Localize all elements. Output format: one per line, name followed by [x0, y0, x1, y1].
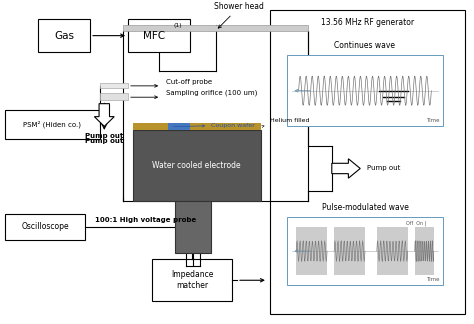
FancyArrow shape — [332, 159, 360, 178]
Bar — [133, 130, 261, 201]
Bar — [334, 227, 365, 275]
Bar — [5, 110, 100, 139]
Text: 13.56 MHz RF generator: 13.56 MHz RF generator — [321, 18, 414, 27]
Bar — [175, 201, 211, 253]
Text: Sampling orifice (100 um): Sampling orifice (100 um) — [166, 89, 257, 96]
Bar — [133, 123, 261, 130]
Text: Gas: Gas — [54, 31, 74, 40]
Text: Time: Time — [426, 277, 439, 282]
Bar — [100, 83, 128, 88]
Bar — [377, 227, 408, 275]
Text: Helium filled: Helium filled — [262, 118, 310, 128]
Text: Off  On |: Off On | — [406, 220, 427, 226]
Bar — [415, 227, 434, 275]
Bar — [123, 25, 308, 31]
Bar — [296, 227, 327, 275]
Text: Pulse-modulated wave: Pulse-modulated wave — [321, 203, 409, 212]
FancyArrow shape — [94, 104, 114, 126]
Text: (1): (1) — [173, 23, 182, 28]
Bar — [287, 217, 443, 285]
Text: Coupon wafer: Coupon wafer — [173, 123, 255, 128]
Bar — [270, 10, 465, 314]
Bar — [100, 93, 128, 100]
Text: Pump out: Pump out — [367, 166, 401, 171]
Bar — [128, 19, 190, 52]
Text: Pump out: Pump out — [85, 138, 123, 144]
Bar — [38, 19, 90, 52]
Bar — [5, 214, 85, 240]
Text: Shower head: Shower head — [214, 2, 264, 28]
Text: MFC: MFC — [143, 31, 165, 40]
Text: Cut-off probe: Cut-off probe — [166, 78, 212, 85]
Bar — [287, 55, 443, 126]
Bar — [152, 259, 232, 301]
Text: Continues wave: Continues wave — [335, 41, 395, 50]
Bar — [168, 123, 190, 130]
Text: PSM² (Hiden co.): PSM² (Hiden co.) — [23, 121, 81, 129]
Text: Impedance
matcher: Impedance matcher — [171, 270, 213, 290]
Text: Oscilloscope: Oscilloscope — [21, 222, 69, 231]
Text: Time: Time — [426, 118, 439, 123]
Text: Pump out: Pump out — [85, 133, 123, 139]
Text: Water cooled electrode: Water cooled electrode — [153, 161, 241, 170]
Text: 100:1 High voltage probe: 100:1 High voltage probe — [95, 217, 196, 223]
